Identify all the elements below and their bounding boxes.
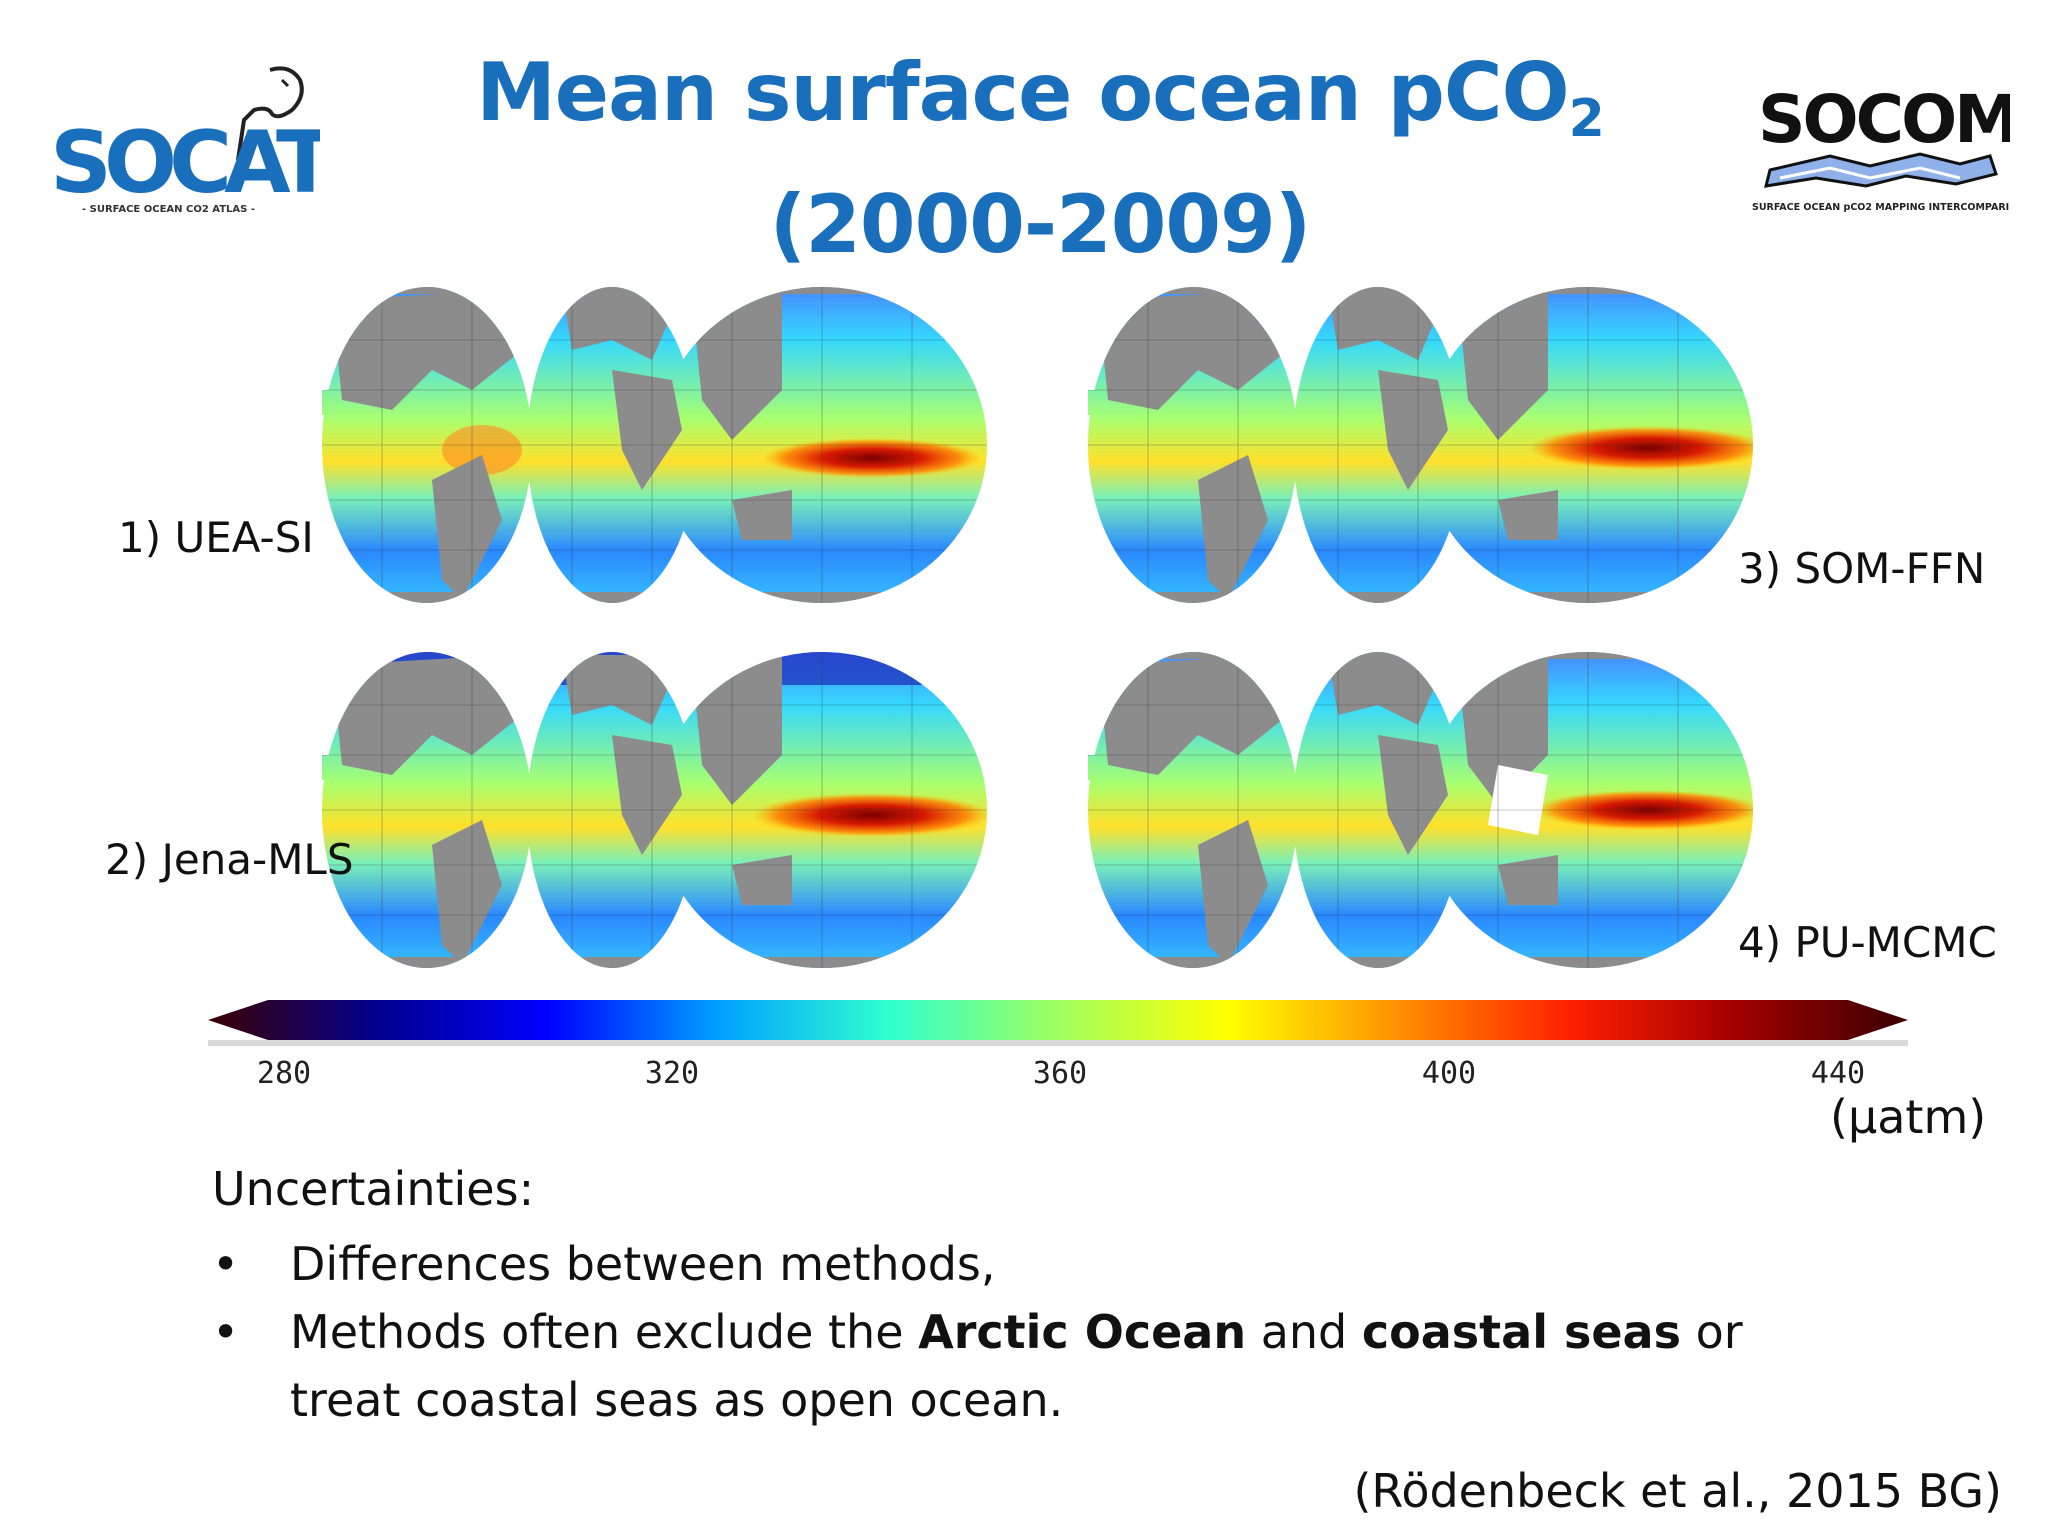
page-title: Mean surface ocean pCO2 (2000-2009) — [476, 46, 1605, 271]
bold-coastal-seas: coastal seas — [1361, 1305, 1681, 1359]
uncertainties-list: • Differences between methods, • Methods… — [212, 1230, 1832, 1434]
colorbar-tick-320: 320 — [644, 1056, 700, 1091]
socat-logo: SOCAT - SURFACE OCEAN CO2 ATLAS - — [50, 60, 343, 220]
socom-logo-text: SOCOM — [1758, 81, 2010, 158]
colorbar-tick-400: 400 — [1421, 1056, 1477, 1091]
map-panel-uea-si — [312, 280, 1002, 610]
bullet-text: Differences between methods, — [290, 1237, 996, 1291]
map-label-som-ffn: 3) SOM-FFN — [1738, 544, 1986, 593]
citation: (Rödenbeck et al., 2015 BG) — [1353, 1464, 2002, 1518]
uncertainties-heading: Uncertainties: — [212, 1162, 535, 1216]
map-label-jena-mls: 2) Jena-MLS — [105, 835, 354, 884]
colorbar — [208, 990, 1908, 1090]
map-panel-som-ffn — [1078, 280, 1768, 610]
bullet-text: Methods often exclude the Arctic Ocean a… — [290, 1305, 1743, 1427]
bullet-item: • Methods often exclude the Arctic Ocean… — [212, 1298, 1832, 1434]
socom-logo: SOCOM SURFACE OCEAN pCO2 MAPPING INTERCO… — [1750, 60, 2032, 220]
map-label-pu-mcmc: 4) PU-MCMC — [1738, 918, 1997, 967]
bullet-dot-icon: • — [212, 1237, 240, 1291]
socat-logo-caption: - SURFACE OCEAN CO2 ATLAS - — [82, 204, 255, 215]
map-panel-jena-mls — [312, 645, 1002, 975]
bold-arctic-ocean: Arctic Ocean — [918, 1305, 1247, 1359]
colorbar-tick-360: 360 — [1032, 1056, 1088, 1091]
colorbar-tick-280: 280 — [256, 1056, 312, 1091]
socom-logo-caption: SURFACE OCEAN pCO2 MAPPING INTERCOMPARIS… — [1752, 202, 2010, 213]
map-panel-pu-mcmc — [1078, 645, 1768, 975]
socat-logo-text: SOCAT — [50, 113, 320, 213]
colorbar-unit: (µatm) — [1830, 1090, 1987, 1144]
colorbar-gradient — [208, 1000, 1908, 1046]
map-label-uea-si: 1) UEA-SI — [118, 513, 314, 562]
bullet-dot-icon: • — [212, 1305, 240, 1359]
bullet-item: • Differences between methods, — [212, 1230, 1832, 1298]
colorbar-tick-440: 440 — [1810, 1056, 1866, 1091]
